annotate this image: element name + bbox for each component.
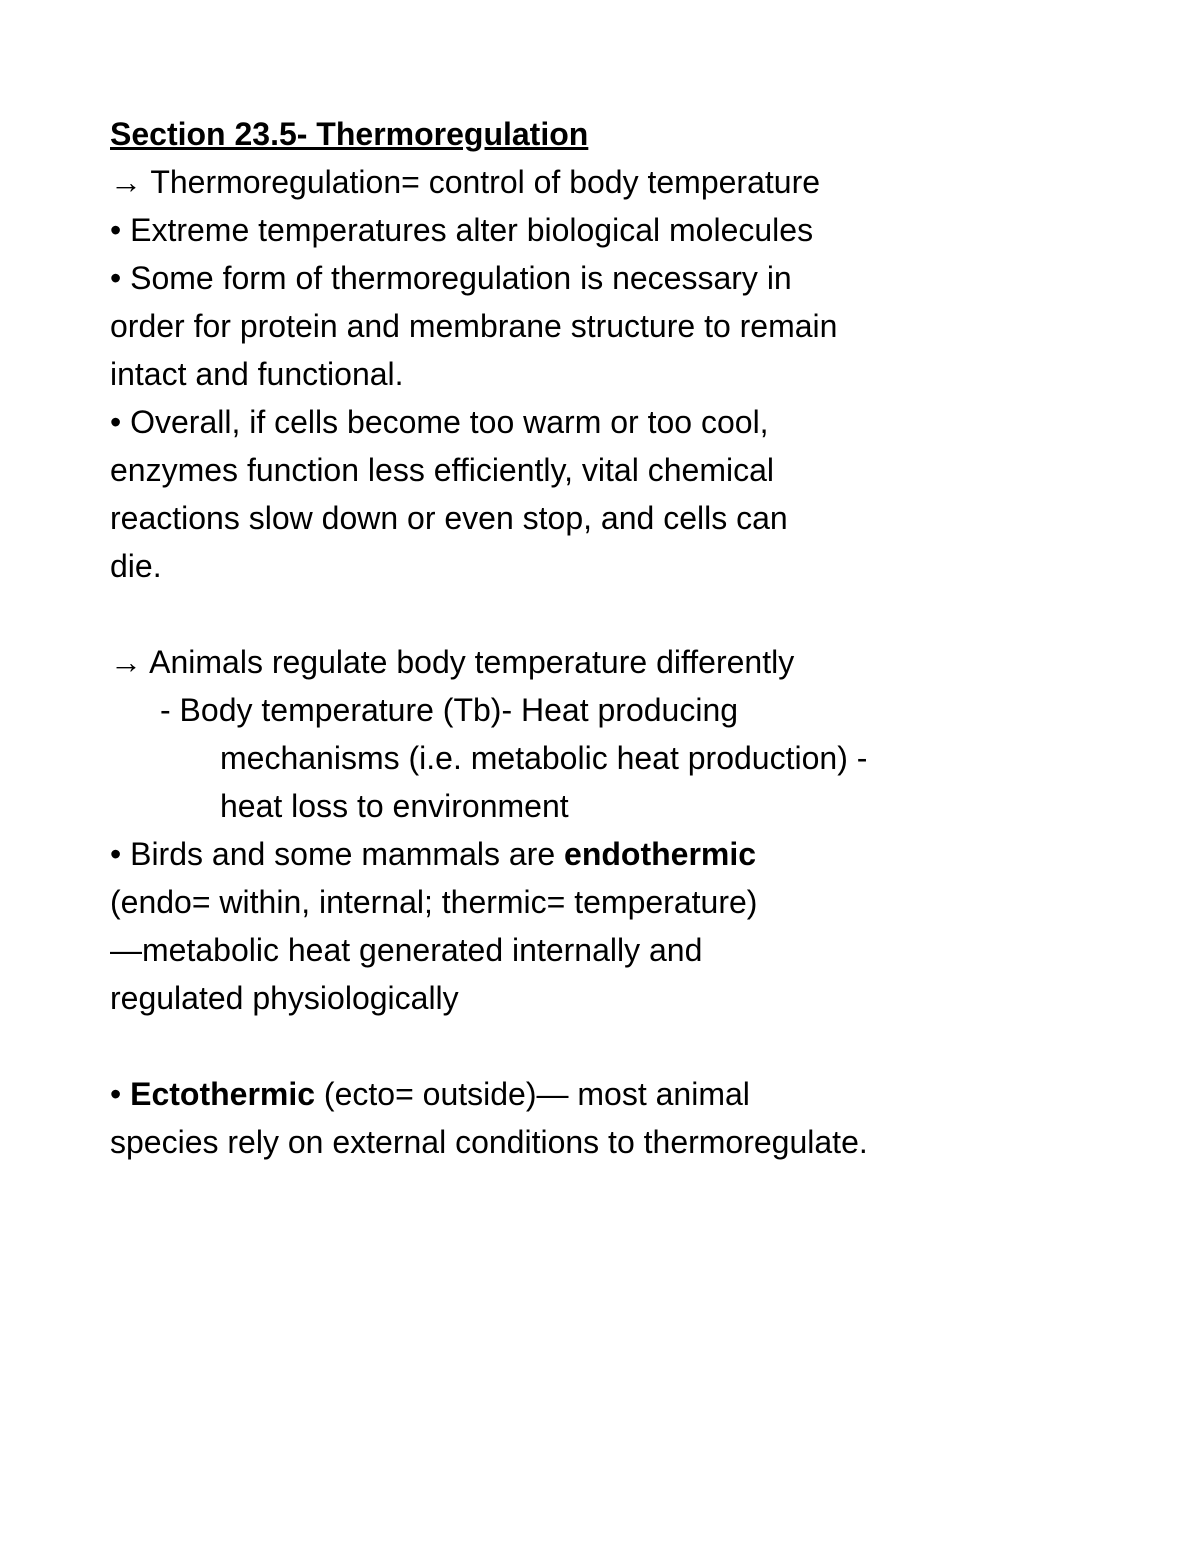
paragraph-gap <box>110 590 1100 638</box>
text: —metabolic heat generated internally and <box>110 932 702 968</box>
body-line: Birds and some mammals are endothermic <box>110 830 1100 878</box>
bold-term-endothermic: endothermic <box>564 836 756 872</box>
body-line: intact and functional. <box>110 350 1100 398</box>
text: reactions slow down or even stop, and ce… <box>110 500 788 536</box>
body-line: Extreme temperatures alter biological mo… <box>110 206 1100 254</box>
body-line-sub: heat loss to environment <box>110 782 1100 830</box>
text: regulated physiologically <box>110 980 459 1016</box>
text: Thermoregulation= control of body temper… <box>150 164 820 200</box>
text: Body temperature (Tb)- Heat producing <box>180 692 738 728</box>
text: Animals regulate body temperature differ… <box>149 644 794 680</box>
body-line: Overall, if cells become too warm or too… <box>110 398 1100 446</box>
body-line: —metabolic heat generated internally and <box>110 926 1100 974</box>
text: Extreme temperatures alter biological mo… <box>130 212 813 248</box>
body-line: regulated physiologically <box>110 974 1100 1022</box>
text: Some form of thermoregulation is necessa… <box>130 260 792 296</box>
body-line: die. <box>110 542 1100 590</box>
text: mechanisms (i.e. metabolic heat producti… <box>220 740 867 776</box>
body-line: Ectothermic (ecto= outside)— most animal <box>110 1070 1100 1118</box>
body-line: reactions slow down or even stop, and ce… <box>110 494 1100 542</box>
text: species rely on external conditions to t… <box>110 1124 868 1160</box>
body-line: Some form of thermoregulation is necessa… <box>110 254 1100 302</box>
bold-term-ectothermic: Ectothermic <box>130 1076 315 1112</box>
text: (ecto= outside)— most animal <box>315 1076 750 1112</box>
text: die. <box>110 548 162 584</box>
body-line: species rely on external conditions to t… <box>110 1118 1100 1166</box>
body-line: order for protein and membrane structure… <box>110 302 1100 350</box>
text: Overall, if cells become too warm or too… <box>130 404 768 440</box>
body-line-sub: mechanisms (i.e. metabolic heat producti… <box>110 734 1100 782</box>
text: (endo= within, internal; thermic= temper… <box>110 884 757 920</box>
text: intact and functional. <box>110 356 404 392</box>
body-line: enzymes function less efficiently, vital… <box>110 446 1100 494</box>
paragraph-gap <box>110 1022 1100 1070</box>
text: Birds and some mammals are <box>130 836 564 872</box>
text: heat loss to environment <box>220 788 569 824</box>
body-line: Animals regulate body temperature differ… <box>110 638 1100 686</box>
text: enzymes function less efficiently, vital… <box>110 452 774 488</box>
body-line-sub: Body temperature (Tb)- Heat producing <box>110 686 1100 734</box>
document-body: Section 23.5- Thermoregulation Thermoreg… <box>110 110 1100 1166</box>
section-heading: Section 23.5- Thermoregulation <box>110 110 1100 158</box>
text: order for protein and membrane structure… <box>110 308 837 344</box>
body-line: Thermoregulation= control of body temper… <box>110 158 1100 206</box>
body-line: (endo= within, internal; thermic= temper… <box>110 878 1100 926</box>
